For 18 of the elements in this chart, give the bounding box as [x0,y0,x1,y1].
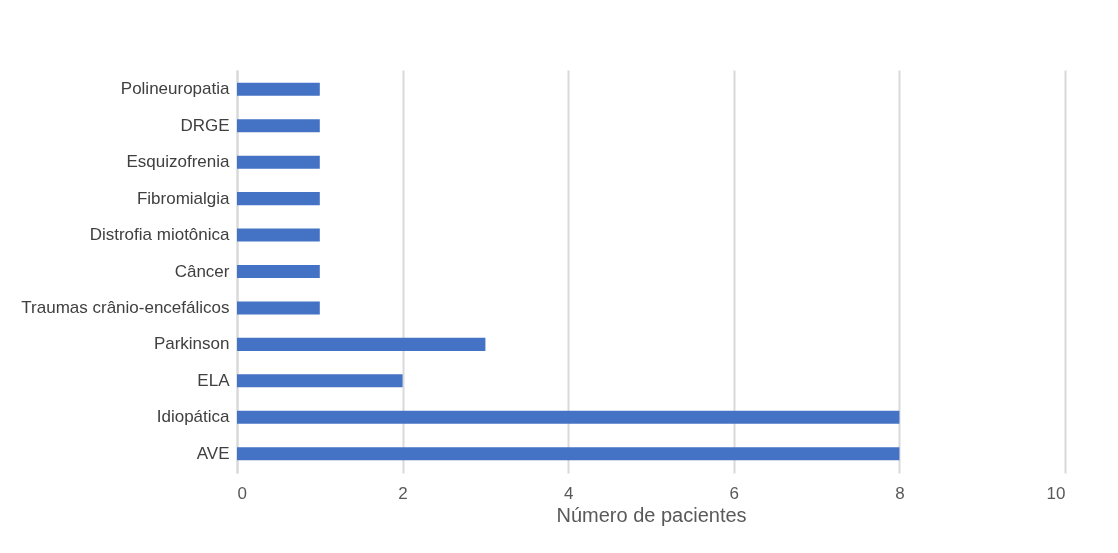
y-tick-label: Câncer [174,261,230,281]
y-tick-label: Esquizofrenia [126,152,231,172]
x-tick-label: 0 [237,483,247,503]
y-tick-label: Parkinson [153,334,230,354]
x-tick-label: 6 [729,483,740,503]
y-tick-label: AVE [196,443,230,463]
x-tick-label: 10 [1046,483,1066,503]
x-tick-label: 2 [398,483,408,503]
y-tick-label: Traumas crânio-encefálicos [21,297,230,317]
x-tick-label: 4 [563,483,574,503]
y-tick-label: Idiopática [156,407,231,427]
y-tick-label: DRGE [180,115,230,135]
y-tick-label: Distrofia miotônica [89,225,231,245]
y-tick-label: Fibromialgia [136,188,231,208]
x-axis-title: Número de pacientes [556,503,747,526]
x-tick-label: 8 [895,483,905,503]
y-tick-label: Polineuropatia [120,79,231,99]
y-tick-label: ELA [197,370,231,390]
